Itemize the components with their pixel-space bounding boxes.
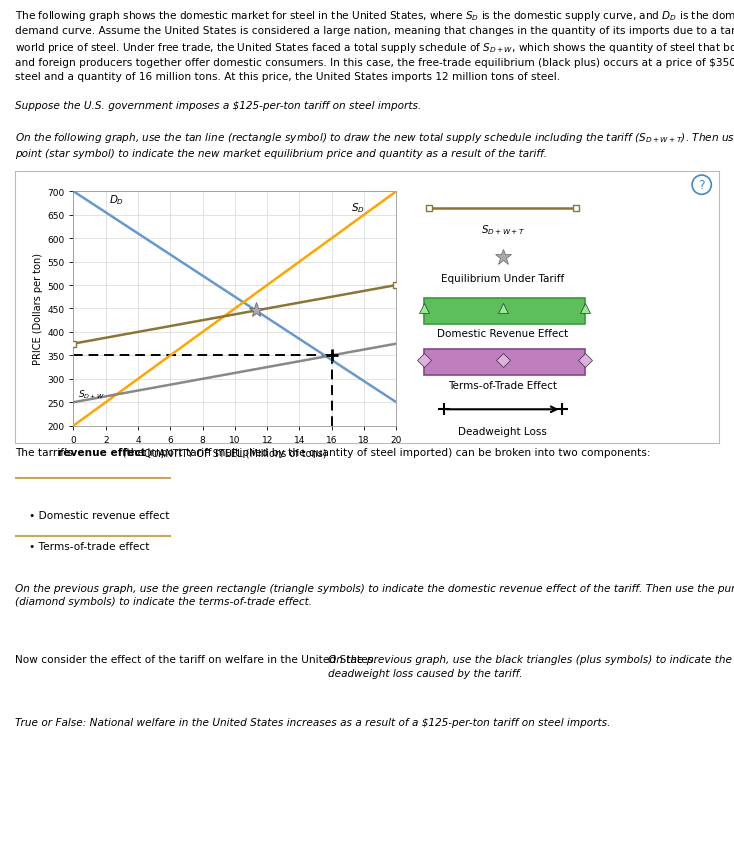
Text: Now consider the effect of the tariff on welfare in the United States.: Now consider the effect of the tariff on… bbox=[15, 654, 379, 665]
Text: $S_D$: $S_D$ bbox=[351, 201, 365, 215]
Text: On the previous graph, use the green rectangle (triangle symbols) to indicate th: On the previous graph, use the green rec… bbox=[15, 583, 734, 606]
Y-axis label: PRICE (Dollars per ton): PRICE (Dollars per ton) bbox=[33, 253, 43, 365]
Text: $D_D$: $D_D$ bbox=[109, 194, 124, 208]
Text: $S_{D+W}$: $S_{D+W}$ bbox=[79, 388, 105, 400]
FancyBboxPatch shape bbox=[424, 299, 585, 325]
Text: The tarrif’s: The tarrif’s bbox=[15, 448, 76, 458]
Text: Suppose the U.S. government imposes a $125-per-ton tariff on steel imports.: Suppose the U.S. government imposes a $1… bbox=[15, 101, 421, 111]
Text: Equilibrium Under Tariff: Equilibrium Under Tariff bbox=[441, 274, 564, 284]
Text: On the following graph, use the tan line (rectangle symbol) to draw the new tota: On the following graph, use the tan line… bbox=[15, 131, 734, 158]
Text: Domestic Revenue Effect: Domestic Revenue Effect bbox=[437, 329, 568, 339]
Text: • Terms-of-trade effect: • Terms-of-trade effect bbox=[29, 542, 149, 551]
Text: Deadweight Loss: Deadweight Loss bbox=[458, 426, 548, 437]
Text: ?: ? bbox=[698, 179, 705, 192]
Text: (the import tariff multiplied by the quantity of steel imported) can be broken i: (the import tariff multiplied by the qua… bbox=[119, 448, 650, 458]
FancyBboxPatch shape bbox=[424, 350, 585, 376]
Text: Terms-of-Trade Effect: Terms-of-Trade Effect bbox=[448, 381, 557, 391]
Text: revenue effect: revenue effect bbox=[59, 448, 146, 458]
Text: $S_{D+W+T}$: $S_{D+W+T}$ bbox=[481, 222, 525, 236]
Text: The following graph shows the domestic market for steel in the United States, wh: The following graph shows the domestic m… bbox=[15, 9, 734, 82]
Text: On the previous graph, use the black triangles (plus symbols) to indicate the
de: On the previous graph, use the black tri… bbox=[327, 654, 732, 678]
Text: True or False: National welfare in the United States increases as a result of a : True or False: National welfare in the U… bbox=[15, 717, 610, 728]
X-axis label: QUANTITY OF STEEL (Millions of tons): QUANTITY OF STEEL (Millions of tons) bbox=[144, 449, 326, 458]
Text: • Domestic revenue effect: • Domestic revenue effect bbox=[29, 510, 170, 520]
